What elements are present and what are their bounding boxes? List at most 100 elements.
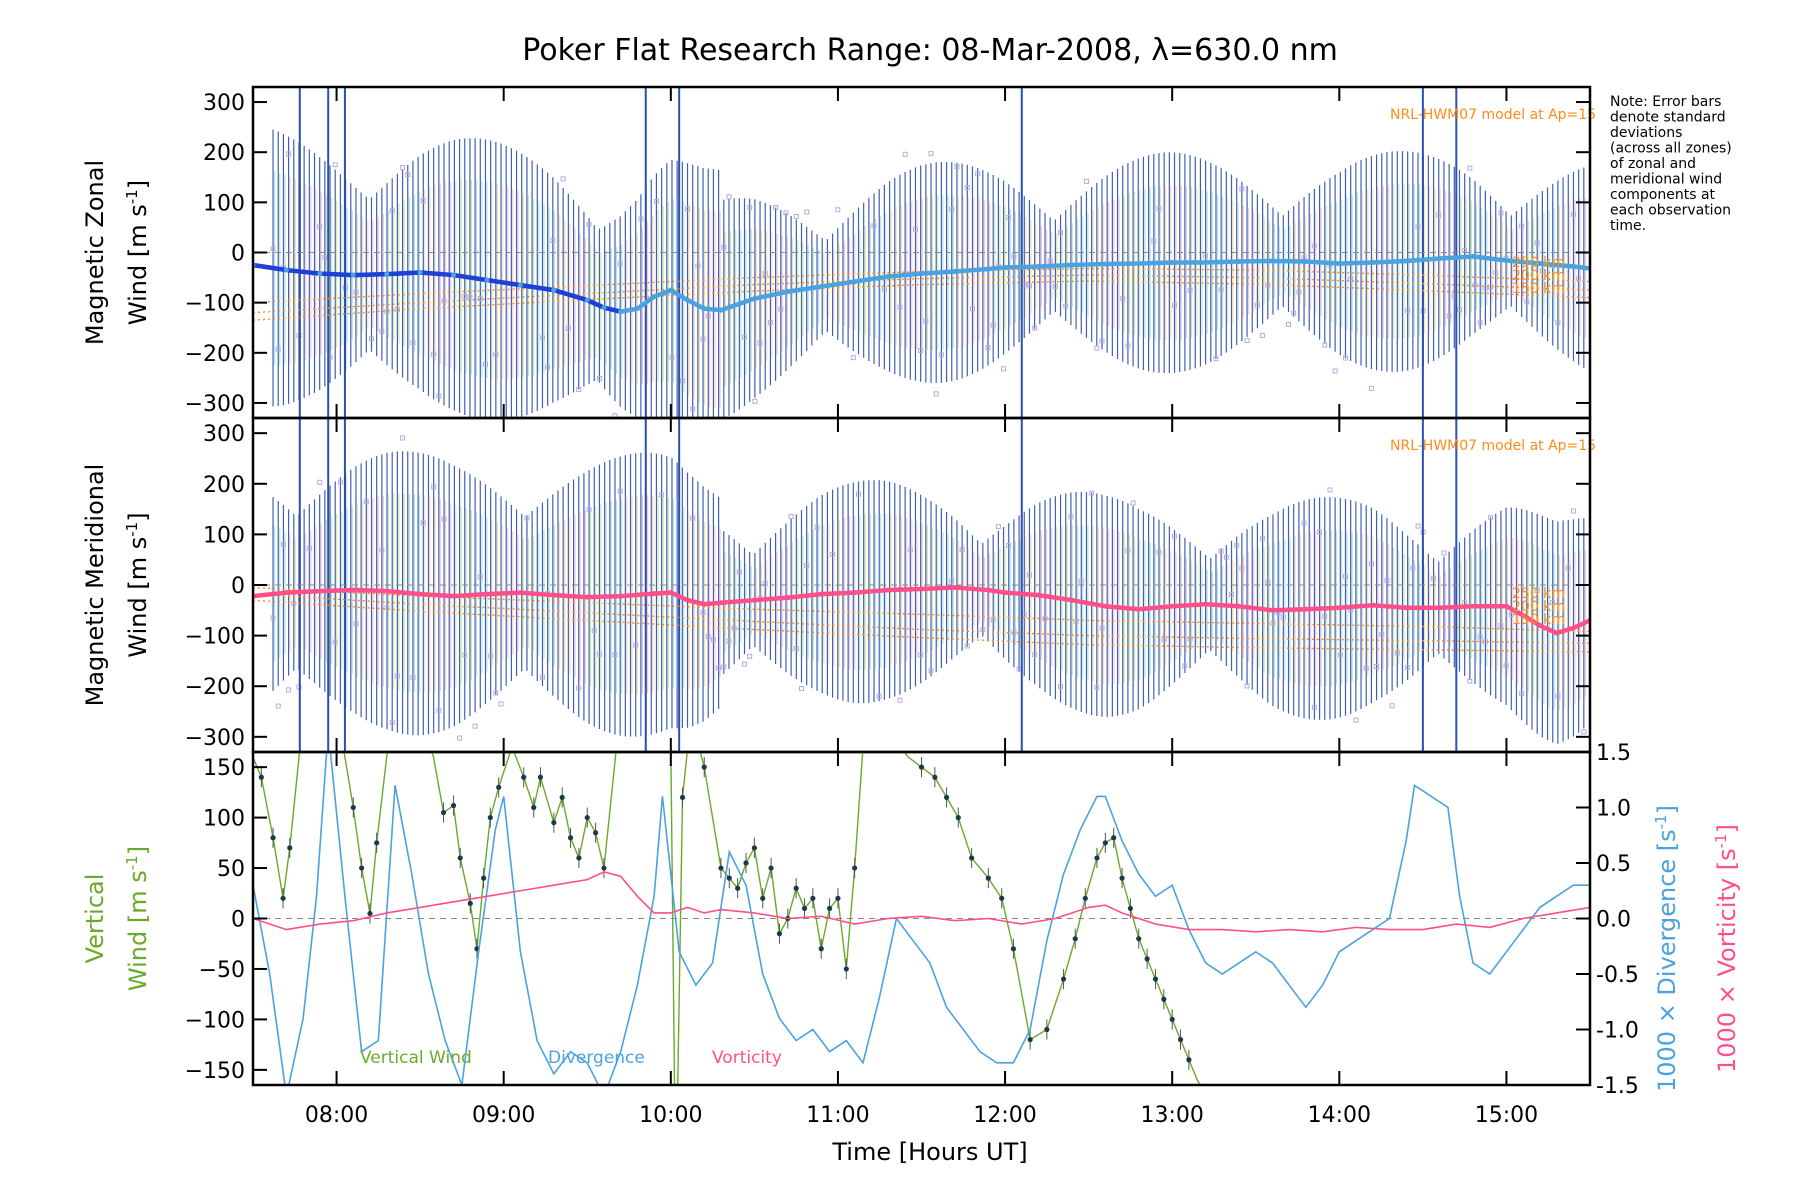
zone-sample xyxy=(457,735,463,741)
zone-sample xyxy=(420,520,426,526)
zone-sample xyxy=(389,208,395,214)
series-vertical-wind xyxy=(253,752,1201,1085)
y-axis-label-line2: Wind [m s-1] xyxy=(123,512,152,657)
zone-sample xyxy=(1456,307,1462,313)
zone-sample xyxy=(653,198,659,204)
mean-wind-point xyxy=(317,588,323,594)
vertical-wind-point xyxy=(496,784,502,790)
zone-sample xyxy=(1032,652,1038,658)
zone-sample xyxy=(773,205,779,211)
vertical-wind-point xyxy=(1144,956,1150,962)
zone-sample xyxy=(1477,634,1483,640)
mean-wind-point xyxy=(1035,264,1041,270)
zone-sample xyxy=(1508,612,1514,618)
zone-sample xyxy=(1089,490,1095,496)
mean-wind-point xyxy=(1035,592,1041,598)
zone-sample xyxy=(897,304,903,310)
y-tick-label: −150 xyxy=(185,1059,245,1084)
vertical-wind-point xyxy=(810,895,816,901)
y-axis-label-line1: Magnetic Meridional xyxy=(81,464,109,707)
zone-sample xyxy=(1172,302,1178,308)
zone-sample xyxy=(1410,565,1416,571)
zone-sample xyxy=(286,151,292,157)
zone-sample xyxy=(596,375,602,381)
zone-sample xyxy=(1317,529,1323,535)
vertical-wind-point xyxy=(258,774,264,780)
mean-wind-point xyxy=(952,269,958,275)
model-label: NRL-HWM07 model at Ap=15 xyxy=(1390,107,1596,123)
mean-wind-point xyxy=(919,586,924,592)
zone-sample xyxy=(757,340,763,346)
zone-sample xyxy=(1052,283,1058,289)
right-tick-label: -1.0 xyxy=(1596,1019,1639,1044)
zone-sample xyxy=(1539,268,1545,274)
vertical-wind-point xyxy=(367,910,373,917)
zone-sample xyxy=(1203,253,1209,259)
mean-wind-point xyxy=(484,591,490,597)
vertical-wind-point xyxy=(943,794,950,801)
x-tick-label: 10:00 xyxy=(639,1103,702,1128)
vertical-wind-point xyxy=(776,931,783,937)
mean-wind-point xyxy=(852,590,858,596)
zone-sample xyxy=(1026,572,1032,578)
zone-sample xyxy=(1172,533,1178,539)
mean-wind-point xyxy=(651,294,657,300)
mean-wind-point xyxy=(1503,603,1509,609)
vertical-wind-point xyxy=(918,764,925,770)
mean-wind-point xyxy=(551,287,557,293)
mean-wind-line xyxy=(253,585,1590,636)
mean-wind-point xyxy=(517,282,523,288)
zone-sample xyxy=(752,398,758,404)
zone-sample xyxy=(990,617,996,623)
vertical-wind-point xyxy=(559,794,565,801)
zone-sample xyxy=(477,296,483,302)
zone-sample xyxy=(1555,693,1561,699)
mean-wind-point xyxy=(1169,260,1175,266)
vertical-wind-point xyxy=(450,802,457,809)
model-altitude-label: 150 km xyxy=(1512,281,1565,297)
vertical-wind-point xyxy=(1161,996,1167,1002)
mean-wind-point xyxy=(1002,590,1008,596)
zone-sample xyxy=(1327,487,1333,493)
zone-sample xyxy=(679,378,685,384)
zone-sample xyxy=(1265,282,1271,288)
mean-wind-point xyxy=(651,591,657,597)
zone-sample xyxy=(1073,619,1079,625)
right-tick-label: 0.5 xyxy=(1596,852,1631,877)
y-tick-label: 0 xyxy=(231,242,245,267)
zone-sample xyxy=(1244,338,1250,344)
series-divergence xyxy=(253,752,1590,1085)
zone-sample xyxy=(814,524,820,530)
zone-sample xyxy=(1125,343,1131,349)
zone-sample xyxy=(1415,224,1421,230)
y-tick-label: −300 xyxy=(185,726,245,751)
vertical-wind-point xyxy=(1177,1036,1184,1043)
mean-wind-point xyxy=(1437,256,1443,262)
zone-sample xyxy=(788,513,794,519)
y-tick-label: −200 xyxy=(185,675,245,700)
vertical-wind-point xyxy=(1060,976,1067,982)
zone-sample xyxy=(871,223,877,229)
vertical-wind-point xyxy=(826,905,833,912)
zone-sample xyxy=(1467,678,1473,684)
zone-sample xyxy=(405,172,411,178)
vertical-wind-point xyxy=(701,764,707,770)
zone-sample xyxy=(1431,575,1437,581)
mean-wind-point xyxy=(1503,258,1509,264)
plot-area-vertical xyxy=(253,752,1590,1085)
y-axis-label-line1: Magnetic Zonal xyxy=(81,160,109,345)
zone-sample xyxy=(591,627,597,633)
mean-wind-point xyxy=(985,587,991,593)
model-line-1 xyxy=(253,593,1590,644)
zone-sample xyxy=(1125,547,1131,553)
mean-wind-point xyxy=(1470,603,1476,609)
note-line: deviations xyxy=(1610,125,1682,141)
chart-title: Poker Flat Research Range: 08-Mar-2008, … xyxy=(522,33,1338,68)
zone-sample xyxy=(410,674,416,680)
y-tick-label: −100 xyxy=(185,625,245,650)
zone-sample xyxy=(560,176,566,182)
right-tick-label: 0.0 xyxy=(1596,908,1631,933)
zone-sample xyxy=(1498,623,1504,629)
mean-wind-point xyxy=(1102,261,1108,267)
zone-sample xyxy=(964,643,970,649)
